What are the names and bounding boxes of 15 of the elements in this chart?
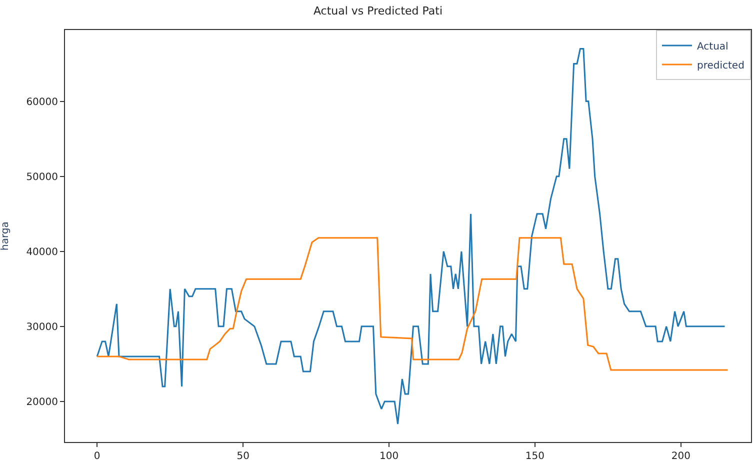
x-tick-label: 150 <box>525 451 545 462</box>
legend-label: predicted <box>697 60 744 72</box>
legend-label: Actual <box>697 41 728 52</box>
y-tick-label: 40000 <box>26 246 58 258</box>
chart-title: Actual vs Predicted Pati <box>313 4 443 18</box>
x-tick-label: 200 <box>671 451 690 462</box>
y-tick-label: 30000 <box>26 322 58 333</box>
y-tick-label: 50000 <box>26 172 58 183</box>
x-tick-label: 0 <box>94 451 100 462</box>
y-tick-label: 20000 <box>26 396 58 408</box>
y-tick-label: 60000 <box>26 96 58 108</box>
x-tick-label: 50 <box>236 451 250 462</box>
x-tick-label: 100 <box>379 451 399 462</box>
line-series <box>96 237 728 371</box>
y-axis-title: harga <box>0 222 12 250</box>
